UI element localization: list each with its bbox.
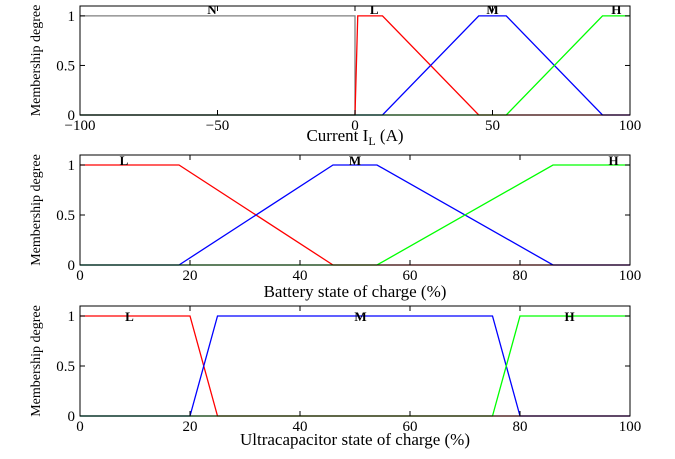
set-label-m: M — [354, 309, 366, 324]
x-axis-label: Battery state of charge (%) — [264, 282, 447, 301]
y-tick-label: 0.5 — [56, 208, 75, 224]
y-tick-label: 0.5 — [56, 58, 75, 74]
set-label-m: M — [349, 153, 361, 168]
y-tick-label: 0 — [68, 409, 76, 425]
x-axis-label: Current IL (A) — [306, 126, 403, 148]
x-tick-label: 50 — [485, 118, 500, 134]
x-tick-label: 100 — [619, 118, 642, 134]
x-axis-label-unit: (A) — [376, 126, 404, 145]
x-tick-label: 20 — [183, 268, 198, 284]
x-tick-label: 0 — [351, 118, 359, 134]
series-line-l — [80, 315, 630, 417]
x-tick-label: 0 — [76, 268, 84, 284]
x-tick-label: 60 — [403, 419, 418, 435]
x-tick-label: 0 — [76, 419, 84, 435]
y-tick-label: 0 — [68, 108, 76, 124]
y-axis-label: Membership degree — [29, 5, 44, 117]
series-line-h — [80, 315, 630, 417]
set-label-h: H — [608, 153, 618, 168]
x-tick-label: 20 — [183, 419, 198, 435]
set-label-m: M — [486, 2, 498, 17]
x-tick-label: −100 — [65, 118, 96, 134]
set-label-h: H — [564, 309, 574, 324]
chart-3: 0 20 40 60 80 100 0 0.5 1 L M H Ultracapacitor state… — [29, 305, 641, 449]
x-tick-label: 80 — [513, 419, 528, 435]
y-tick-label: 1 — [68, 9, 76, 25]
series-line-h — [80, 164, 630, 266]
y-tick-label: 0 — [68, 258, 76, 274]
y-tick-label: 0.5 — [56, 359, 75, 375]
x-tick-label: 60 — [403, 268, 418, 284]
chart-2: 0 20 40 60 80 100 0 0.5 1 L M H Battery state of cha… — [29, 153, 641, 301]
x-axis-label: Ultracapacitor state of charge (%) — [240, 430, 470, 449]
axes-frame — [79, 305, 631, 417]
y-tick-label: 1 — [68, 158, 76, 174]
series-line-l — [80, 164, 630, 266]
x-tick-label: 100 — [619, 268, 642, 284]
x-tick-label: 40 — [293, 268, 308, 284]
series-line-n — [80, 15, 356, 115]
series-line-m — [80, 315, 630, 417]
x-tick-label: 100 — [619, 419, 642, 435]
x-tick-label: 80 — [513, 268, 528, 284]
chart-1: −100 −50 0 50 100 0 0.5 1 N L M H Current IL (A) Memb… — [29, 2, 641, 148]
y-axis-label: Membership degree — [29, 154, 44, 266]
set-label-h: H — [611, 2, 621, 17]
series-line-m — [80, 164, 630, 266]
axes-frame — [79, 154, 631, 266]
y-tick-label: 1 — [68, 309, 76, 325]
x-tick-label: 40 — [293, 419, 308, 435]
x-axis-label-subscript: L — [368, 134, 375, 148]
set-label-l: L — [370, 2, 379, 17]
x-tick-label: −50 — [206, 118, 229, 134]
set-label-l: L — [120, 153, 129, 168]
y-axis-label: Membership degree — [29, 305, 44, 417]
set-label-n: N — [207, 2, 217, 17]
set-label-l: L — [125, 309, 134, 324]
